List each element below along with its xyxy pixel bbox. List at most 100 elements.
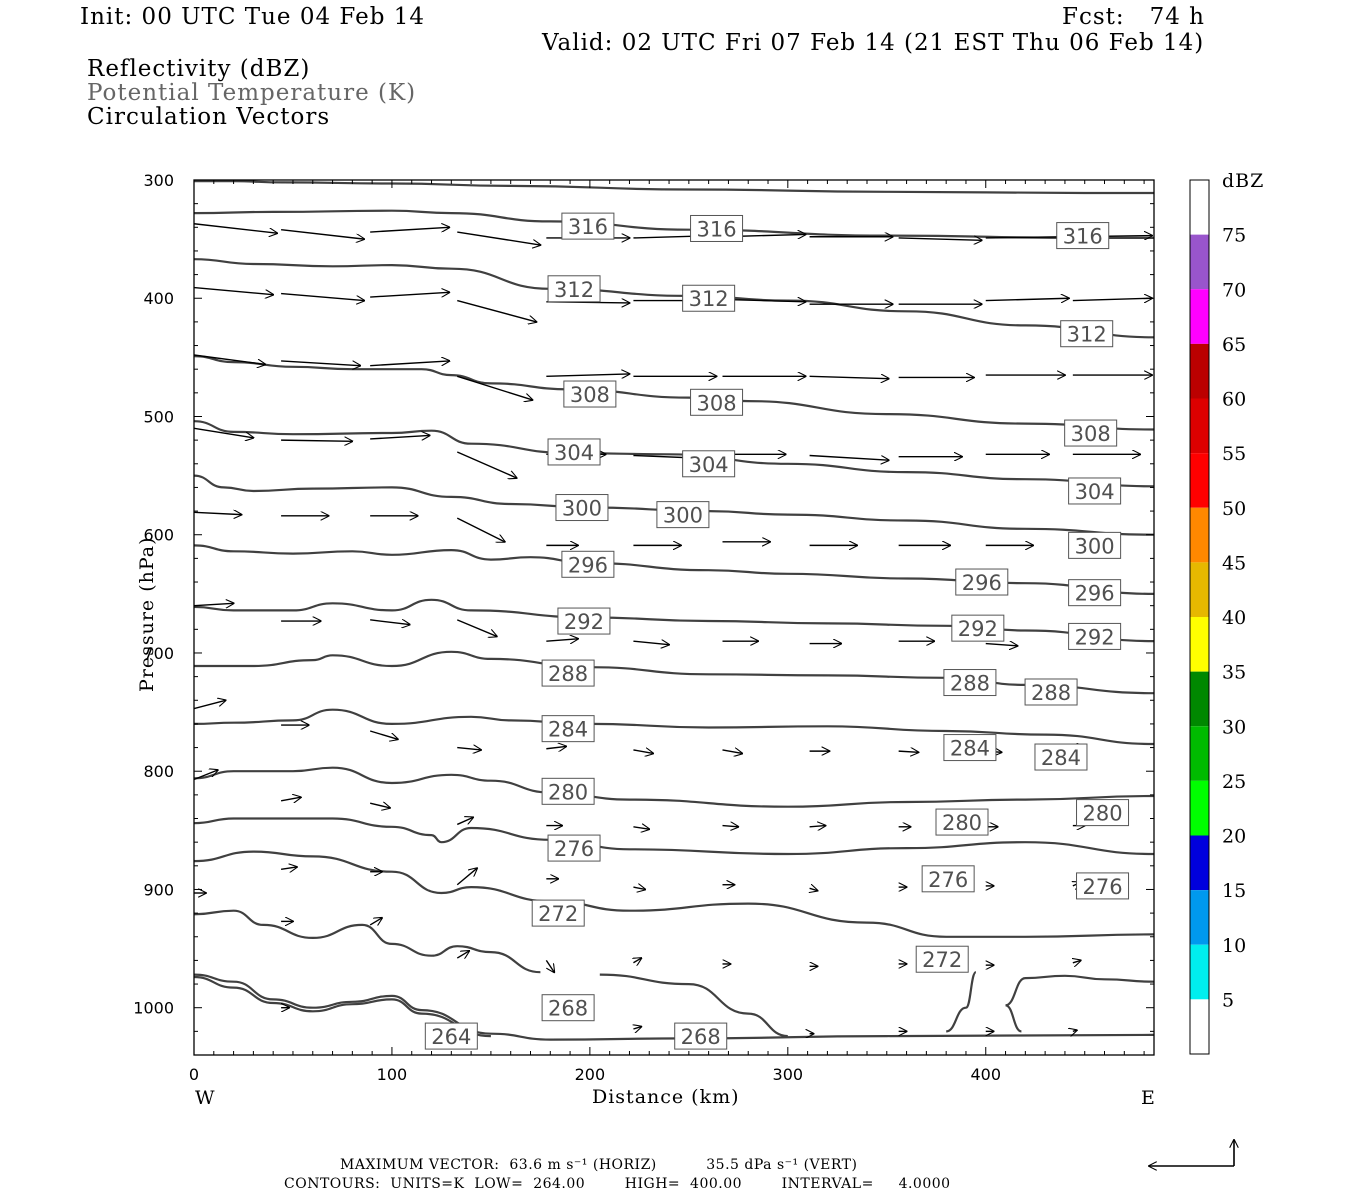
contour-label-box — [943, 669, 997, 697]
contour-label-text: 284 — [950, 737, 990, 761]
contour-label-text: 316 — [697, 217, 737, 241]
contour-label-text: 276 — [928, 868, 968, 892]
contour-label: 276 — [1076, 872, 1130, 900]
contour-label: 312 — [547, 275, 601, 303]
init-time: Init: 00 UTC Tue 04 Feb 14 — [80, 4, 426, 30]
circulation-vector — [633, 1027, 641, 1029]
contour-label: 276 — [921, 865, 975, 893]
circulation-vector — [457, 299, 536, 322]
contour-label: 292 — [1068, 622, 1122, 650]
colorbar-tick-label: 55 — [1222, 443, 1246, 465]
circulation-vector — [456, 868, 477, 886]
contour-label: 296 — [955, 568, 1009, 596]
circulation-vector — [457, 231, 540, 245]
circulation-vector — [194, 354, 265, 364]
circulation-vector — [369, 730, 398, 739]
x-axis-title: Distance (km) — [592, 1086, 740, 1108]
contour-label-text: 308 — [1071, 422, 1111, 446]
contour-label-text: 268 — [681, 1025, 721, 1049]
contour-label-box — [690, 214, 744, 242]
circulation-vector — [722, 826, 738, 827]
contour-label-text: 296 — [962, 571, 1002, 595]
circulation-vector — [369, 918, 382, 925]
contour-label-box — [674, 1022, 728, 1050]
contour-label: 308 — [563, 380, 617, 408]
theta-contour-316 — [194, 209, 1154, 240]
contour-label: 292 — [557, 607, 611, 635]
colorbar-segment — [1190, 343, 1209, 399]
contour-label: 272 — [531, 899, 585, 927]
colorbar-segment — [1190, 289, 1209, 344]
contour-label: 300 — [555, 494, 609, 522]
contour-label-text: 304 — [689, 453, 729, 477]
contour-label-text: 300 — [663, 504, 703, 528]
contour-label-box — [955, 568, 1009, 596]
contour-label-box — [935, 808, 989, 836]
colorbar-tick-label: 5 — [1222, 989, 1234, 1011]
contour-label-box — [541, 659, 595, 687]
contour-label-box — [561, 212, 615, 240]
contour-label-text: 312 — [689, 287, 729, 311]
contour-label-box — [915, 945, 969, 973]
contour-label: 276 — [547, 834, 601, 862]
contour-label: 268 — [674, 1022, 728, 1050]
y-tick-label: 900 — [143, 880, 174, 899]
contour-label: 292 — [951, 614, 1005, 642]
colorbar-title: dBZ — [1222, 170, 1265, 192]
x-axis-right-label: E — [1141, 1087, 1156, 1109]
y-tick-label: 800 — [143, 762, 174, 781]
contour-label-text: 292 — [958, 617, 998, 641]
circulation-vector — [456, 451, 516, 478]
contour-label-box — [561, 550, 615, 578]
circulation-vector — [722, 750, 742, 754]
circulation-vector — [1073, 1030, 1077, 1031]
colorbar-segment — [1190, 507, 1209, 563]
x-axis-left-label: W — [195, 1087, 216, 1109]
contour-label-box — [951, 614, 1005, 642]
contour-label: 264 — [424, 1022, 478, 1050]
contour-label-text: 296 — [1075, 582, 1115, 606]
circulation-vector — [194, 512, 242, 514]
colorbar-tick-label: 70 — [1222, 279, 1246, 301]
circulation-vector — [545, 960, 554, 972]
contour-label-text: 280 — [942, 811, 982, 835]
colorbar-tick-label: 65 — [1222, 334, 1246, 356]
contour-label-box — [547, 834, 601, 862]
contour-label-box — [531, 899, 585, 927]
contour-label: 280 — [935, 808, 989, 836]
circulation-vector — [194, 770, 218, 781]
contour-label: 300 — [656, 501, 710, 529]
circulation-vector — [370, 292, 449, 298]
x-tick-label: 0 — [189, 1065, 199, 1084]
theta-contour-292 — [194, 598, 1154, 643]
x-tick-label: 300 — [773, 1065, 804, 1084]
y-tick-label: 700 — [143, 644, 174, 663]
contour-label: 308 — [690, 388, 744, 416]
contour-label-text: 300 — [1075, 534, 1115, 558]
circulation-vector — [985, 644, 1018, 646]
theta-contour-280 — [194, 766, 1154, 808]
colorbar-tick-label: 60 — [1222, 389, 1246, 411]
contour-label: 304 — [682, 450, 736, 478]
circulation-vector — [985, 237, 1069, 238]
colorbar-segment — [1190, 726, 1209, 781]
contour-label: 304 — [547, 438, 601, 466]
colorbar-tick-label: 45 — [1222, 552, 1246, 574]
theta-contour-320 — [194, 180, 1154, 195]
contour-label: 316 — [690, 214, 744, 242]
circulation-vector — [370, 227, 449, 233]
contour-label-box — [1076, 799, 1130, 827]
circulation-vector — [456, 619, 497, 637]
y-axis-title: Pressure (hPa) — [136, 536, 158, 692]
contour-label-box — [555, 494, 609, 522]
contour-label-box — [541, 715, 595, 743]
theta-contour-268 — [1005, 974, 1154, 1033]
circulation-vector — [633, 958, 641, 963]
circulation-vector — [456, 817, 473, 826]
theta-contour-268 — [945, 971, 977, 1033]
valid-time: Valid: 02 UTC Fri 07 Feb 14 (21 EST Thu … — [542, 30, 1205, 56]
colorbar-segment — [1190, 944, 1209, 1000]
contour-label-box — [563, 380, 617, 408]
contour-label: 300 — [1068, 531, 1122, 559]
